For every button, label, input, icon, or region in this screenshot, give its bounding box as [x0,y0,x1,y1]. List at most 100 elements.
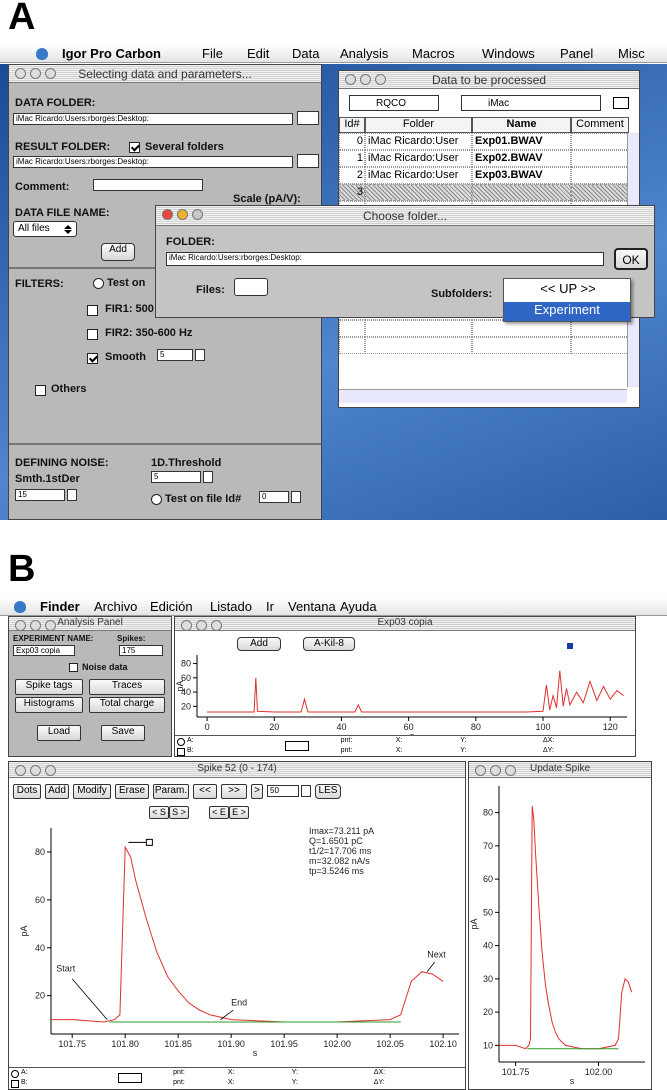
checkbox[interactable] [151,494,162,505]
panel-button[interactable]: Spike tags [15,679,83,695]
menu-item[interactable]: File [202,46,223,61]
menu-item[interactable]: Ventana [288,599,336,614]
toolbar-button[interactable]: >> [221,784,247,799]
checkbox[interactable] [87,329,98,340]
nav-button[interactable]: E > [229,806,249,819]
selector[interactable]: iMac [461,95,601,111]
checkbox[interactable] [87,305,98,316]
menu-item[interactable]: Listado [210,599,252,614]
cursor-toggle[interactable] [285,741,309,751]
toolbar-button[interactable]: Modify [73,784,111,799]
text-field[interactable]: 175 [119,645,163,656]
x-tick-label: 40 [336,722,346,732]
nav-button[interactable]: S > [169,806,189,819]
menu-item[interactable]: Igor Pro Carbon [62,46,161,61]
text-field[interactable]: iMac Ricardo:Users:rborges:Desktop: [13,113,293,125]
stepper[interactable] [291,491,301,503]
checkbox[interactable] [69,663,78,672]
toolbar-button[interactable]: Dots [13,784,41,799]
stepper[interactable] [195,349,205,361]
toolbar-button[interactable]: > [251,784,263,799]
panel-button[interactable]: Save [101,725,145,741]
text-field[interactable]: iMac Ricardo:Users:rborges:Desktop: [13,156,293,168]
checkbox[interactable] [35,385,46,396]
menu-item[interactable]: Windows [482,46,535,61]
text-field[interactable]: 50 [267,785,299,797]
apple-menu[interactable] [14,601,26,613]
cursor-toggle[interactable] [118,1073,142,1083]
cursor-label: X: [396,747,403,754]
ok-button[interactable]: OK [614,248,648,270]
toolbar-button[interactable]: << [193,784,217,799]
nav-button[interactable]: < S [149,806,169,819]
toolbar-button[interactable]: Param. [153,784,189,799]
y-axis-label: pA [175,680,185,691]
text-field[interactable]: Exp03 copia [13,645,75,656]
dropdown[interactable] [613,97,629,109]
menu-item[interactable]: Ayuda [340,599,377,614]
menu-item[interactable]: Finder [40,599,80,614]
menu-option[interactable]: << UP >> [504,281,632,299]
popup-menu[interactable]: All files [13,221,77,237]
chart: 101.75102.001020304050607080spA [469,780,651,1086]
selector[interactable]: RQCO [349,95,439,111]
menu-item[interactable]: Ir [266,599,274,614]
separator [9,443,322,445]
field-label: DEFINING NOISE: [15,457,109,469]
table-cell [472,320,571,337]
menu-option[interactable]: Experiment [504,302,630,321]
checkbox[interactable] [129,142,140,153]
text-field[interactable]: 15 [15,489,65,501]
browse-button[interactable] [297,154,319,168]
popup-menu[interactable] [234,278,268,296]
table-cell [365,184,472,201]
stepper[interactable] [301,785,311,797]
nav-button[interactable]: < E [209,806,229,819]
cursor-label: Y: [460,737,466,744]
menu-item[interactable]: Macros [412,46,455,61]
stepper[interactable] [203,471,213,483]
panel-button[interactable]: Traces [89,679,165,695]
text-field[interactable]: 0 [259,491,289,503]
column-header: Folder [365,117,472,133]
toolbar-button[interactable]: Erase [115,784,149,799]
text-field[interactable]: 5 [157,349,193,361]
cursor-label: Y: [460,747,466,754]
cursor-label: B: [21,1079,28,1086]
stepper[interactable] [67,489,77,501]
title-bar: Update Spike [469,762,651,778]
toolbar-button[interactable]: Add [237,637,281,651]
toolbar-button[interactable]: Add [45,784,69,799]
menu-item[interactable]: Misc [618,46,645,61]
text-field[interactable] [93,179,203,191]
browse-button[interactable] [297,111,319,125]
row-name: Exp01.BWAV [475,135,543,147]
analysis-panel: Analysis PanelEXPERIMENT NAME:Spikes:Exp… [8,616,172,757]
popup-list: << UP >> Experiment [503,278,631,322]
row-id: 3 [341,186,363,198]
menu-item[interactable]: Data [292,46,319,61]
x-tick-label: 101.75 [58,1039,86,1049]
cursor-bar: A:B:pnt:X:Y:ΔX:ΔY:pnt:X:Y: [9,1067,465,1089]
path-field[interactable]: iMac Ricardo:Users:rborges:Desktop: [166,252,604,266]
peak-marker [146,839,152,845]
menu-item[interactable]: Analysis [340,46,388,61]
menu-item[interactable]: Edit [247,46,269,61]
cursor-label: A: [21,1069,28,1076]
checkbox[interactable] [93,278,104,289]
title-bar: Selecting data and parameters... [9,65,321,83]
text-field[interactable]: 5 [151,471,201,483]
toolbar-button[interactable]: A-Kil-8 [303,637,355,651]
toolbar-button[interactable]: LES [315,784,341,799]
add-button[interactable]: Add [101,243,135,261]
apple-menu[interactable] [36,48,48,60]
panel-button[interactable]: Total charge [89,697,165,713]
menu-item[interactable]: Edición [150,599,193,614]
scrollbar [339,389,627,403]
checkbox[interactable] [87,353,98,364]
panel-button[interactable]: Histograms [15,697,83,713]
menu-item[interactable]: Archivo [94,599,137,614]
menu-item[interactable]: Panel [560,46,593,61]
table-cell [472,184,571,201]
panel-button[interactable]: Load [37,725,81,741]
